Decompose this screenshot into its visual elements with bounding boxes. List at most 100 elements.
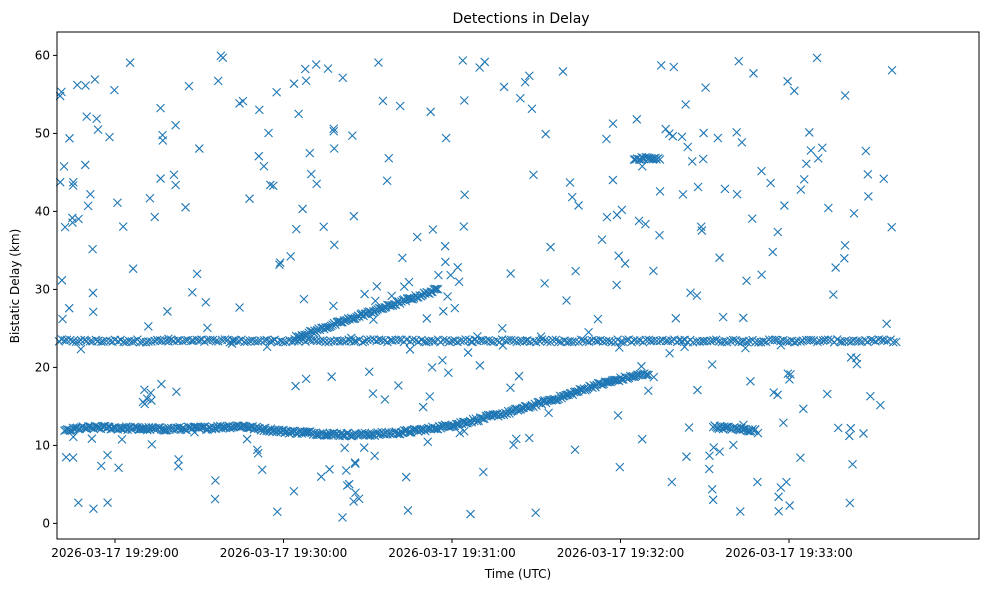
data-point-constant-track (806, 335, 816, 345)
data-point-constant-track (65, 335, 75, 345)
data-point-clutter (785, 501, 795, 510)
data-point-clutter (74, 214, 83, 224)
data-point-clutter (632, 114, 642, 124)
data-point-constant-track (706, 336, 716, 346)
data-point-clutter (306, 169, 316, 179)
data-point-clutter (68, 432, 78, 442)
data-point-constant-track (85, 336, 95, 346)
data-point-constant-track (711, 335, 721, 345)
data-point-clutter (766, 178, 776, 188)
data-point-curved-track (116, 423, 126, 433)
data-point-clutter (806, 146, 816, 155)
data-point-clutter (667, 477, 677, 487)
data-point-clutter (692, 291, 702, 300)
data-point-clutter (567, 192, 577, 202)
data-point-clutter (359, 443, 369, 453)
data-point-clutter (782, 477, 791, 487)
data-point-clutter (397, 253, 407, 263)
data-point-clutter (441, 133, 451, 143)
data-point-constant-track (728, 335, 738, 345)
data-point-constant-track (394, 335, 404, 345)
data-point-clutter (96, 461, 106, 471)
data-point-clutter (459, 222, 469, 231)
data-point-clutter (732, 127, 742, 137)
data-point-constant-track (194, 335, 204, 345)
data-point-clutter (327, 372, 337, 382)
data-point-constant-track (324, 337, 334, 347)
data-point-curved-track (404, 427, 413, 437)
data-point-clutter (59, 161, 69, 171)
data-point-clutter (328, 301, 338, 311)
data-point-clutter (840, 91, 850, 100)
data-point-constant-track (127, 337, 137, 346)
data-point-clutter (701, 83, 710, 92)
data-point-clutter (737, 138, 747, 147)
data-point-constant-track (576, 335, 586, 345)
data-point-clutter (817, 143, 827, 153)
data-point-clutter (253, 448, 263, 458)
data-point-clutter (514, 371, 524, 381)
data-point-clutter (497, 324, 507, 333)
data-point-clutter (768, 247, 778, 257)
data-point-clutter (446, 270, 456, 280)
data-point-clutter (369, 315, 378, 324)
y-tick-label: 10 (35, 438, 50, 452)
data-point-curved-track (346, 431, 356, 441)
data-point-clutter (344, 479, 354, 489)
data-point-constant-track (655, 155, 665, 164)
data-point-clutter (696, 222, 706, 232)
data-point-constant-track (358, 337, 368, 347)
data-point-clutter (541, 129, 551, 139)
data-point-track-segment (360, 309, 370, 319)
data-point-clutter (798, 404, 808, 414)
data-point-clutter (262, 342, 272, 352)
data-point-clutter (88, 307, 98, 317)
data-point-curved-track (470, 416, 479, 426)
data-point-clutter (194, 144, 204, 153)
data-point-clutter (707, 484, 717, 494)
data-point-clutter (498, 341, 508, 350)
data-point-clutter (840, 241, 850, 250)
data-point-clutter (478, 467, 488, 477)
data-point-clutter (275, 258, 285, 268)
data-point-clutter (210, 494, 220, 504)
data-point-constant-track (677, 336, 687, 346)
data-point-clutter (201, 297, 211, 307)
data-point-clutter (655, 187, 665, 196)
data-point-clutter (425, 392, 435, 401)
data-point-clutter (163, 334, 173, 344)
data-point-clutter (887, 222, 897, 232)
data-point-clutter (87, 434, 97, 444)
data-point-clutter (294, 109, 304, 119)
data-point-clutter (72, 80, 82, 90)
data-point-clutter (156, 103, 165, 113)
data-point-clutter (665, 348, 675, 358)
scatter-points (54, 51, 901, 522)
data-point-track-segment (432, 284, 441, 294)
data-point-clutter (254, 151, 264, 161)
data-point-constant-track (601, 336, 611, 346)
data-point-clutter (804, 128, 814, 137)
data-point-clutter (571, 266, 581, 276)
data-point-clutter (774, 492, 783, 502)
data-point-clutter (668, 131, 678, 141)
data-point-clutter (187, 288, 197, 297)
data-point-clutter (614, 343, 624, 352)
data-point-constant-track (461, 335, 470, 344)
data-point-constant-track (71, 337, 81, 347)
data-point-track-segment (406, 294, 416, 304)
data-point-clutter (655, 230, 664, 240)
data-point-curved-track (571, 387, 580, 396)
data-point-clutter (524, 71, 534, 81)
data-point-curved-track (644, 370, 653, 380)
data-point-clutter (138, 397, 148, 407)
data-point-clutter (171, 120, 180, 130)
data-point-clutter (346, 333, 356, 343)
data-point-clutter (190, 427, 199, 437)
data-point-clutter (852, 359, 862, 369)
data-point-clutter (218, 53, 228, 63)
x-tick-label: 2026-03-17 19:31:00 (388, 546, 515, 560)
data-point-clutter (643, 386, 653, 396)
data-point-curved-track (286, 427, 295, 436)
